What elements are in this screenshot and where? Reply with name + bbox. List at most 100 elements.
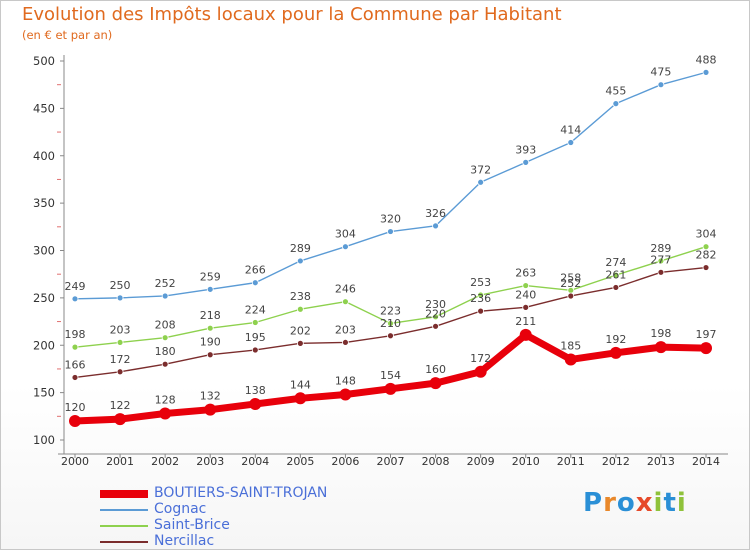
- data-point: [249, 397, 262, 410]
- legend-item: Nercillac: [100, 533, 400, 550]
- data-point: [342, 339, 349, 346]
- data-label: 488: [696, 53, 717, 66]
- data-label: 138: [245, 384, 266, 397]
- legend-label: BOUTIERS-SAINT-TROJAN: [154, 485, 328, 501]
- data-label: 220: [425, 307, 446, 320]
- data-label: 198: [65, 328, 86, 341]
- logo-letter: i: [653, 488, 664, 518]
- chart-title: Evolution des Impôts locaux pour la Comm…: [22, 4, 562, 25]
- x-tick-label: 2007: [377, 455, 405, 468]
- data-point: [161, 292, 169, 300]
- data-point: [296, 257, 304, 265]
- data-label: 393: [515, 143, 536, 156]
- data-point: [114, 413, 127, 426]
- legend-label: Cognac: [154, 501, 207, 517]
- data-label: 144: [290, 378, 311, 391]
- data-point: [387, 332, 394, 340]
- data-label: 154: [380, 369, 401, 382]
- y-tick-label: 100: [33, 433, 55, 447]
- logo-letter: o: [616, 488, 636, 518]
- data-label: 172: [110, 353, 131, 366]
- data-label: 274: [605, 256, 626, 269]
- data-point: [567, 139, 575, 146]
- x-tick-label: 2009: [467, 455, 495, 468]
- legend-swatch: [100, 509, 148, 511]
- legend-item: Cognac: [100, 501, 400, 518]
- data-point: [657, 268, 665, 276]
- x-tick-label: 2002: [151, 455, 179, 468]
- data-label: 250: [110, 279, 131, 292]
- legend-swatch: [100, 525, 148, 527]
- data-label: 230: [425, 298, 446, 311]
- data-point: [522, 282, 530, 289]
- data-label: 122: [110, 399, 131, 412]
- logo-letter: P: [583, 488, 604, 518]
- data-point: [702, 243, 710, 251]
- data-label: 258: [560, 271, 581, 284]
- logo-letter: t: [663, 488, 677, 518]
- data-label: 259: [200, 270, 221, 283]
- data-point: [477, 291, 485, 299]
- data-point: [612, 271, 620, 279]
- data-point: [429, 377, 442, 390]
- data-point: [296, 305, 304, 313]
- data-label: 304: [335, 228, 356, 241]
- data-label: 132: [200, 390, 221, 403]
- data-label: 203: [110, 323, 131, 336]
- data-point: [251, 346, 259, 354]
- data-point: [567, 292, 575, 300]
- legend-label: Nercillac: [154, 533, 215, 549]
- x-tick-label: 2004: [241, 455, 269, 468]
- data-point: [161, 360, 169, 368]
- data-point: [387, 320, 394, 327]
- x-tick-label: 2006: [331, 455, 359, 468]
- data-point: [206, 351, 214, 359]
- data-point: [342, 243, 349, 251]
- data-label: 246: [335, 283, 356, 296]
- data-label: 210: [380, 317, 401, 330]
- data-label: 277: [650, 253, 671, 266]
- data-label: 289: [290, 242, 311, 255]
- x-tick-label: 2005: [286, 455, 314, 468]
- data-point: [564, 353, 577, 366]
- data-point: [71, 374, 79, 381]
- data-point: [522, 158, 530, 166]
- data-point: [700, 342, 712, 355]
- data-point: [432, 322, 439, 330]
- proxiti-logo: Proxiti: [583, 488, 687, 518]
- data-point: [657, 257, 665, 265]
- y-tick-label: 200: [33, 338, 55, 352]
- data-point: [609, 346, 622, 359]
- data-point: [251, 279, 259, 287]
- data-point: [654, 341, 667, 354]
- data-label: 289: [650, 242, 671, 255]
- y-tick-label: 500: [33, 54, 55, 68]
- data-label: 475: [650, 66, 671, 79]
- data-point: [339, 388, 352, 401]
- chart-subtitle: (en € et par an): [22, 28, 113, 42]
- logo-letter: x: [635, 488, 654, 518]
- data-point: [294, 392, 307, 405]
- data-label: 240: [515, 288, 536, 301]
- data-point: [519, 328, 532, 341]
- data-label: 455: [605, 85, 626, 98]
- x-tick-label: 2012: [602, 455, 630, 468]
- data-point: [251, 319, 259, 326]
- data-label: 218: [200, 309, 221, 322]
- logo-letter: i: [676, 488, 687, 518]
- data-point: [159, 407, 172, 420]
- data-label: 148: [335, 375, 356, 388]
- data-point: [71, 343, 79, 351]
- data-label: 180: [155, 345, 176, 358]
- data-label: 120: [65, 401, 86, 414]
- data-label: 223: [380, 304, 401, 317]
- x-tick-label: 2001: [106, 455, 134, 468]
- data-label: 195: [245, 331, 266, 344]
- data-label: 253: [470, 276, 491, 289]
- data-point: [477, 178, 485, 186]
- data-label: 236: [470, 292, 491, 305]
- data-point: [116, 339, 124, 346]
- data-point: [384, 382, 397, 395]
- data-label: 190: [200, 336, 221, 349]
